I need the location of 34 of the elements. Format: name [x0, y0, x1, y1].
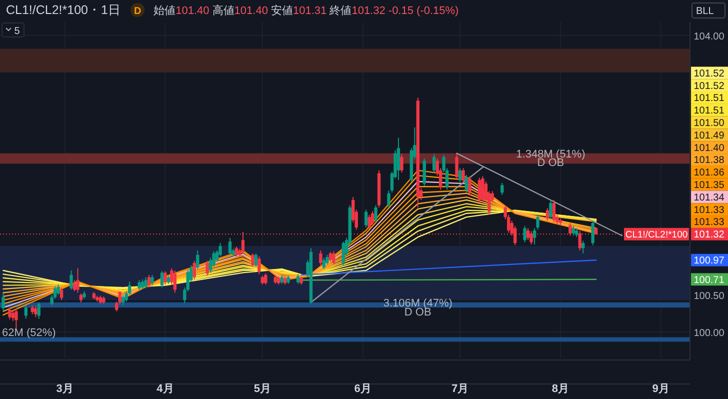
y-tick-label: 100.50	[694, 290, 725, 302]
text: 101.33	[694, 217, 725, 228]
text: 101.35	[694, 180, 725, 192]
text: 100.71	[694, 274, 725, 286]
x-tick-label: 5月	[254, 383, 271, 395]
text: 101.40	[694, 142, 725, 154]
text: 101.52	[694, 80, 725, 92]
text: 100.97	[694, 256, 725, 267]
annotation: 5	[14, 26, 20, 37]
text: 101.50	[694, 118, 725, 130]
text: 101.34	[694, 192, 725, 204]
ref-line-label: CL1!/CL2!*100	[625, 230, 688, 241]
x-tick-label: 4月	[156, 383, 174, 395]
text: 101.51	[694, 93, 725, 104]
y-tick-label: 100.00	[694, 328, 725, 340]
text: 101.36	[694, 168, 725, 179]
annotation: D OB	[404, 306, 432, 318]
text: BLL	[696, 6, 714, 17]
text: 101.33	[694, 204, 725, 216]
x-tick-label: 3月	[56, 383, 74, 395]
x-tick-label: 9月	[652, 383, 670, 395]
text: 101.51	[694, 106, 725, 117]
x-tick-label: 7月	[451, 383, 469, 395]
x-tick-label: 8月	[552, 383, 569, 395]
annotation: 62M (52%)	[2, 327, 56, 339]
text: 101.49	[694, 130, 725, 142]
y-tick-label: 104.00	[694, 31, 725, 42]
chart-title: CL1!/CL2!*100・1日	[6, 3, 121, 17]
chart-subtitle: 始値101.40 高値101.40 安値101.31 終値101.32 -0.15 (-0.15%)	[154, 4, 459, 17]
text: 101.38	[694, 155, 725, 166]
text: D	[134, 6, 142, 17]
text: 101.32	[694, 230, 725, 241]
text: 101.52	[694, 68, 725, 80]
x-tick-label: 6月	[354, 383, 372, 395]
